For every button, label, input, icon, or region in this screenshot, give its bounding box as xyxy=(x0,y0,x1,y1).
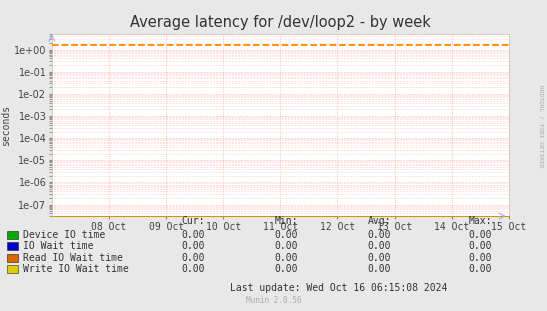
Title: Average latency for /dev/loop2 - by week: Average latency for /dev/loop2 - by week xyxy=(130,15,431,30)
Text: IO Wait time: IO Wait time xyxy=(23,241,94,251)
Text: Last update: Wed Oct 16 06:15:08 2024: Last update: Wed Oct 16 06:15:08 2024 xyxy=(230,283,448,293)
Text: Cur:: Cur: xyxy=(182,216,205,226)
Text: 0.00: 0.00 xyxy=(275,241,298,251)
Text: 0.00: 0.00 xyxy=(368,230,391,240)
Text: 0.00: 0.00 xyxy=(182,241,205,251)
Text: Write IO Wait time: Write IO Wait time xyxy=(23,264,129,274)
Text: Device IO time: Device IO time xyxy=(23,230,105,240)
Text: 0.00: 0.00 xyxy=(469,230,492,240)
Text: 0.00: 0.00 xyxy=(182,230,205,240)
Text: 0.00: 0.00 xyxy=(469,253,492,263)
Text: 0.00: 0.00 xyxy=(182,253,205,263)
Text: Munin 2.0.56: Munin 2.0.56 xyxy=(246,296,301,305)
Text: 0.00: 0.00 xyxy=(368,264,391,274)
Text: 0.00: 0.00 xyxy=(469,264,492,274)
Text: 0.00: 0.00 xyxy=(182,264,205,274)
Text: Read IO Wait time: Read IO Wait time xyxy=(23,253,123,263)
Text: Avg:: Avg: xyxy=(368,216,391,226)
Text: 0.00: 0.00 xyxy=(275,253,298,263)
Text: 0.00: 0.00 xyxy=(368,253,391,263)
Text: Max:: Max: xyxy=(469,216,492,226)
Text: 0.00: 0.00 xyxy=(275,230,298,240)
Text: 0.00: 0.00 xyxy=(469,241,492,251)
Text: 0.00: 0.00 xyxy=(275,264,298,274)
Text: Min:: Min: xyxy=(275,216,298,226)
Text: RRDTOOL / TOBI OETIKER: RRDTOOL / TOBI OETIKER xyxy=(538,85,543,167)
Text: 0.00: 0.00 xyxy=(368,241,391,251)
Y-axis label: seconds: seconds xyxy=(1,104,11,146)
